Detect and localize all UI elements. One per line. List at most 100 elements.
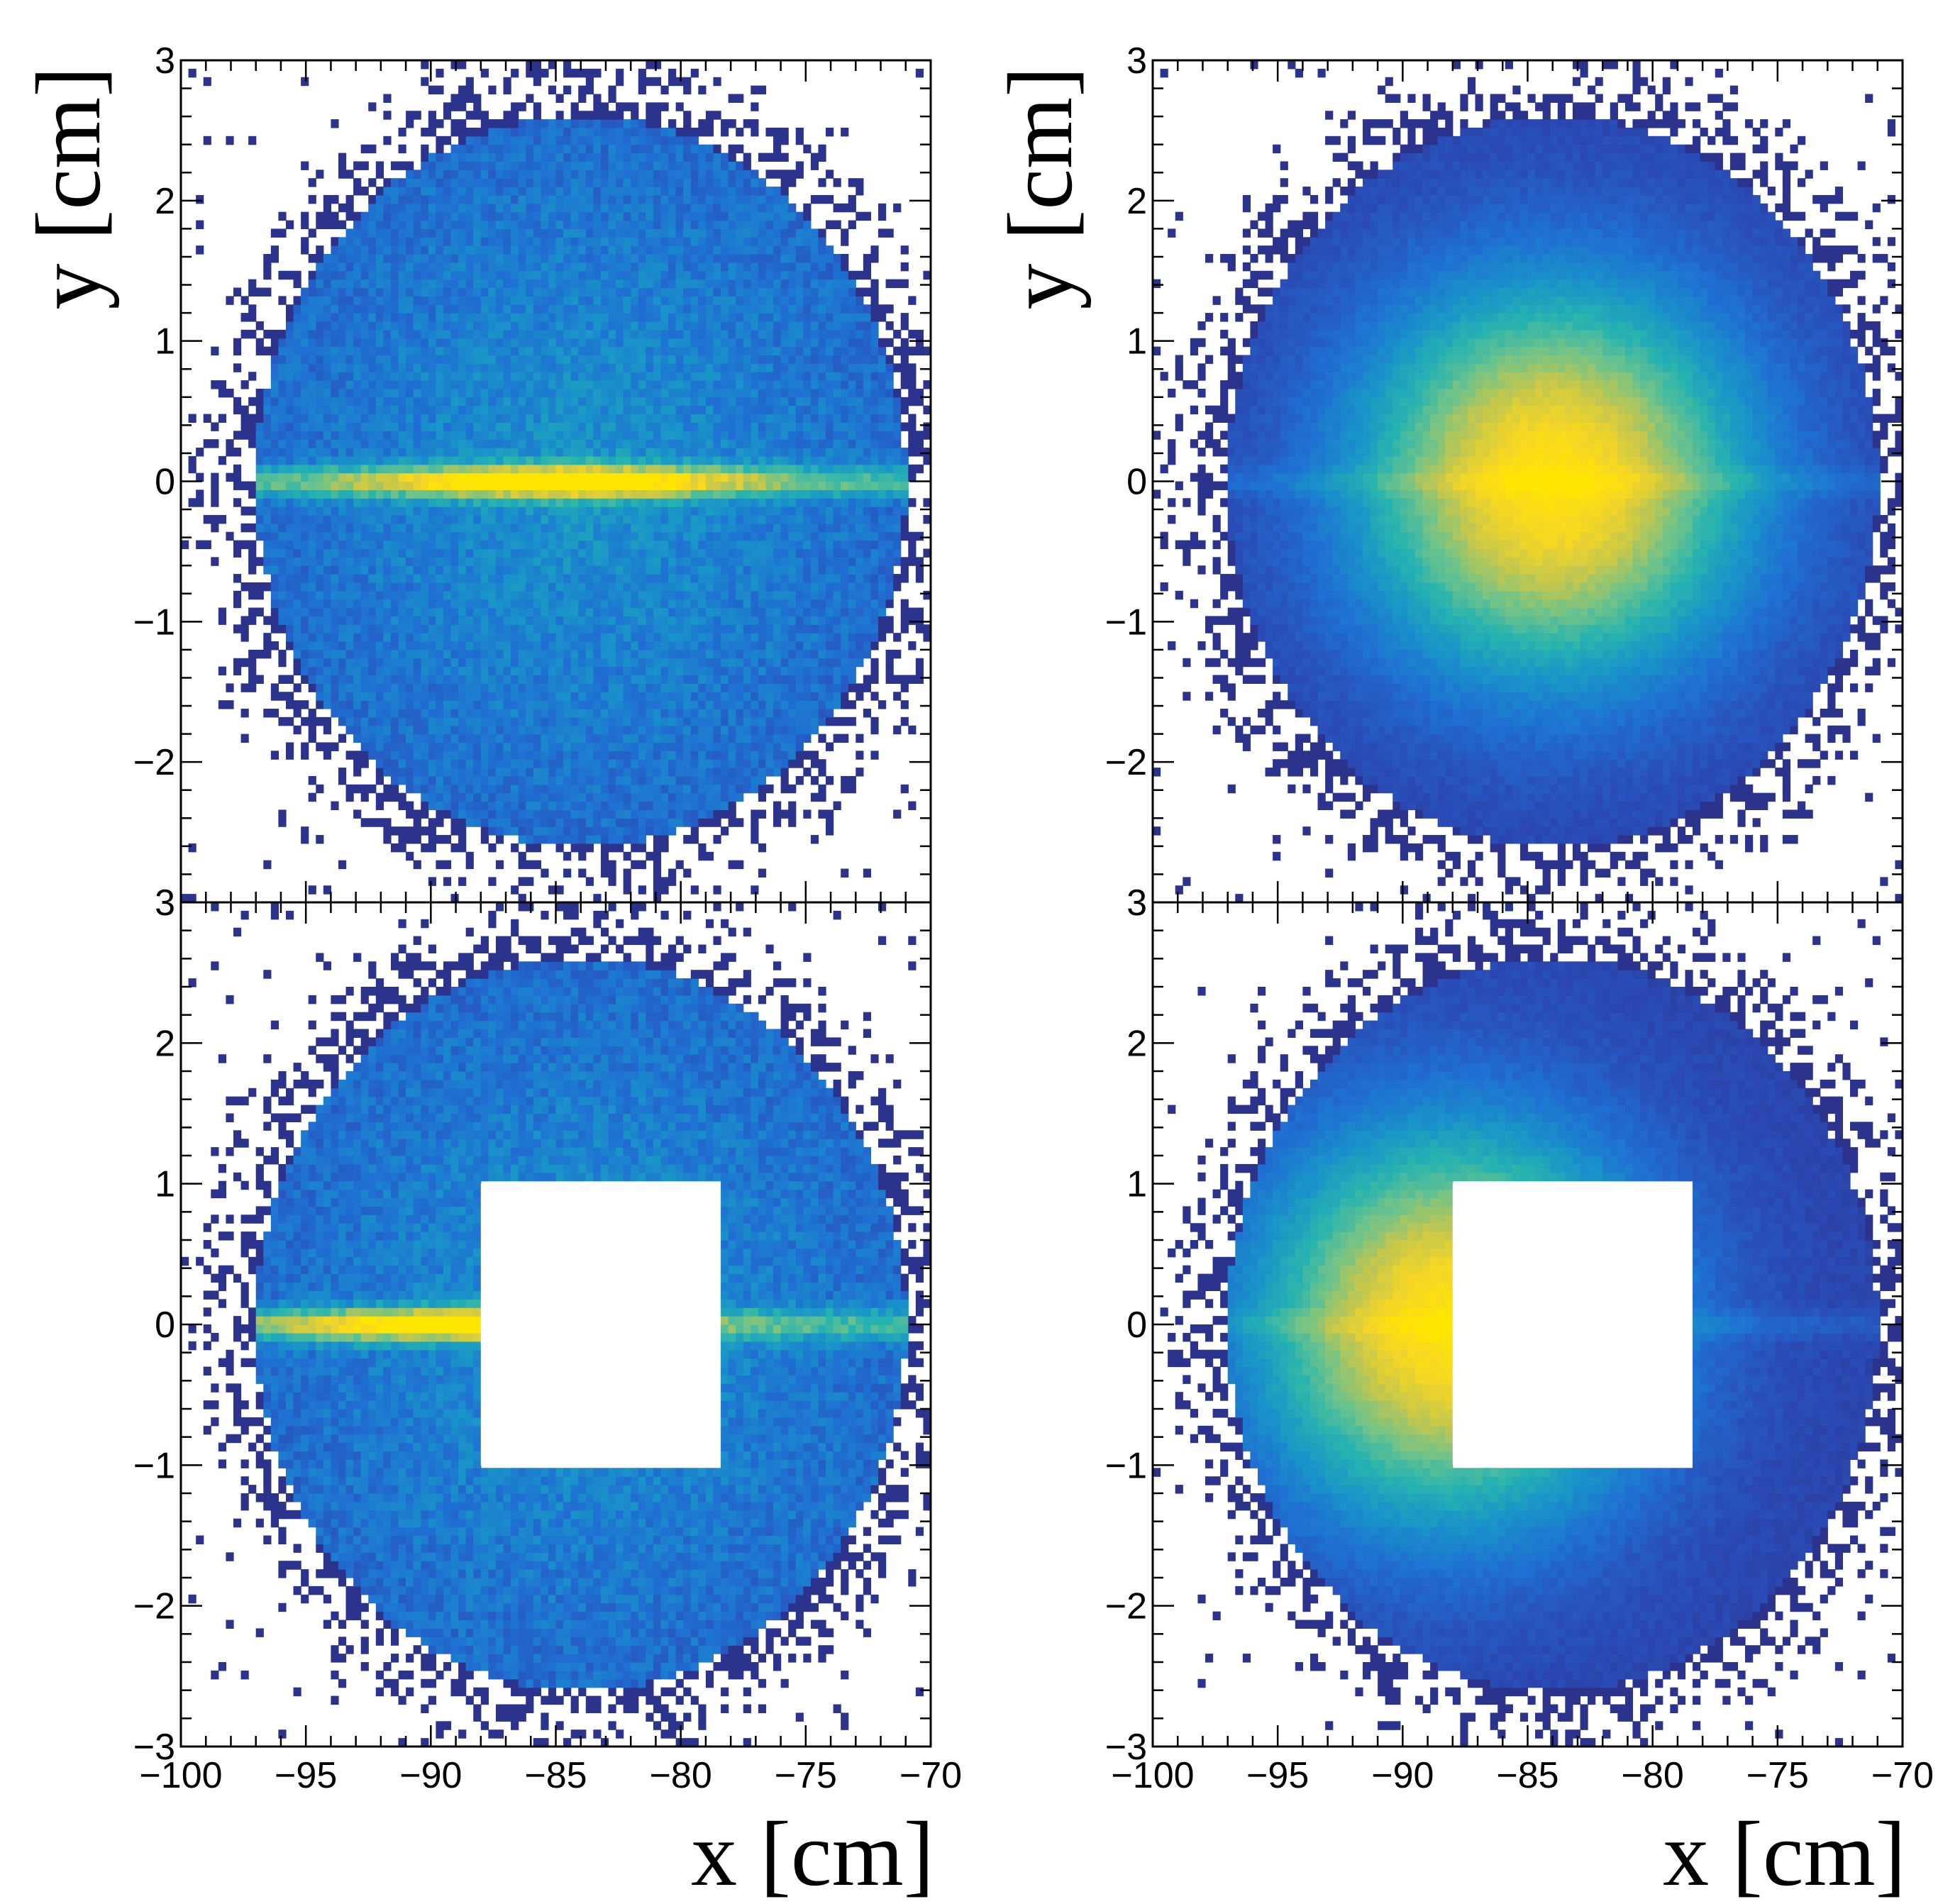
bin: [285, 565, 294, 575]
bin: [578, 405, 587, 415]
bin: [683, 557, 692, 566]
bin: [826, 641, 834, 651]
bin: [428, 455, 436, 465]
bin: [495, 641, 504, 651]
bin: [240, 422, 249, 431]
bin: [443, 624, 452, 633]
bin: [833, 734, 841, 743]
bin: [383, 346, 392, 356]
bin: [758, 768, 767, 777]
bin: [345, 472, 354, 482]
bin: [413, 397, 421, 406]
bin: [533, 835, 541, 844]
bin: [728, 514, 736, 524]
bin: [375, 692, 384, 701]
bin: [285, 514, 294, 524]
bin: [541, 708, 549, 718]
bin: [578, 439, 587, 448]
bin: [751, 708, 759, 718]
bin: [585, 380, 594, 389]
bin: [600, 843, 609, 853]
bin: [383, 448, 392, 457]
bin: [758, 751, 767, 760]
bin: [631, 414, 639, 424]
bin: [660, 616, 669, 625]
bin: [488, 792, 497, 802]
bin: [316, 835, 324, 844]
bin: [631, 742, 639, 751]
bin: [488, 540, 497, 550]
bin: [600, 574, 609, 583]
bin: [833, 355, 841, 364]
bin: [900, 507, 909, 516]
bin: [841, 548, 849, 558]
bin: [413, 355, 421, 364]
bin: [721, 498, 729, 507]
bin: [360, 380, 369, 389]
bin: [578, 716, 587, 726]
bin: [863, 431, 872, 440]
bin: [833, 405, 841, 415]
bin: [870, 481, 879, 490]
bin: [668, 675, 677, 684]
bin: [608, 843, 616, 853]
bin: [255, 464, 264, 474]
bin: [870, 464, 879, 474]
bin: [810, 641, 819, 651]
bin: [713, 641, 721, 651]
bin: [316, 338, 324, 348]
bin: [668, 464, 677, 474]
bin: [308, 582, 316, 592]
bin: [698, 363, 707, 372]
bin: [360, 599, 369, 609]
bin: [758, 355, 767, 364]
bin: [810, 590, 819, 600]
bin: [600, 439, 609, 448]
bin: [518, 649, 526, 659]
bin: [908, 388, 917, 398]
bin: [773, 372, 782, 381]
bin: [638, 716, 646, 726]
bin: [390, 582, 399, 592]
bin: [338, 397, 347, 406]
bin: [728, 455, 736, 465]
bin: [668, 616, 677, 625]
bin: [555, 548, 564, 558]
bin: [713, 666, 721, 676]
bin: [728, 464, 736, 474]
bin: [473, 784, 482, 794]
bin: [668, 708, 677, 718]
bin: [270, 599, 279, 609]
bin: [278, 818, 287, 827]
bin: [406, 607, 414, 617]
bin: [826, 616, 834, 625]
bin: [690, 380, 699, 389]
bin: [758, 431, 767, 440]
bin: [736, 448, 744, 457]
bin: [465, 498, 474, 507]
bin: [555, 633, 564, 642]
bin: [293, 388, 301, 398]
bin: [893, 582, 902, 592]
bin: [765, 531, 774, 541]
bin: [908, 329, 917, 339]
bin: [675, 818, 684, 827]
bin: [488, 716, 497, 726]
bin: [736, 742, 744, 751]
bin: [841, 489, 849, 499]
bin: [751, 574, 759, 583]
bin: [541, 397, 549, 406]
bin: [450, 329, 459, 339]
bin: [285, 633, 294, 642]
bin: [780, 725, 789, 735]
bin: [465, 751, 474, 760]
bin: [856, 481, 864, 490]
bin: [841, 414, 849, 424]
bin: [428, 716, 436, 726]
bin: [765, 784, 774, 794]
bin: [533, 742, 541, 751]
bin: [758, 649, 767, 659]
bin: [600, 641, 609, 651]
bin: [728, 548, 736, 558]
bin: [758, 742, 767, 751]
